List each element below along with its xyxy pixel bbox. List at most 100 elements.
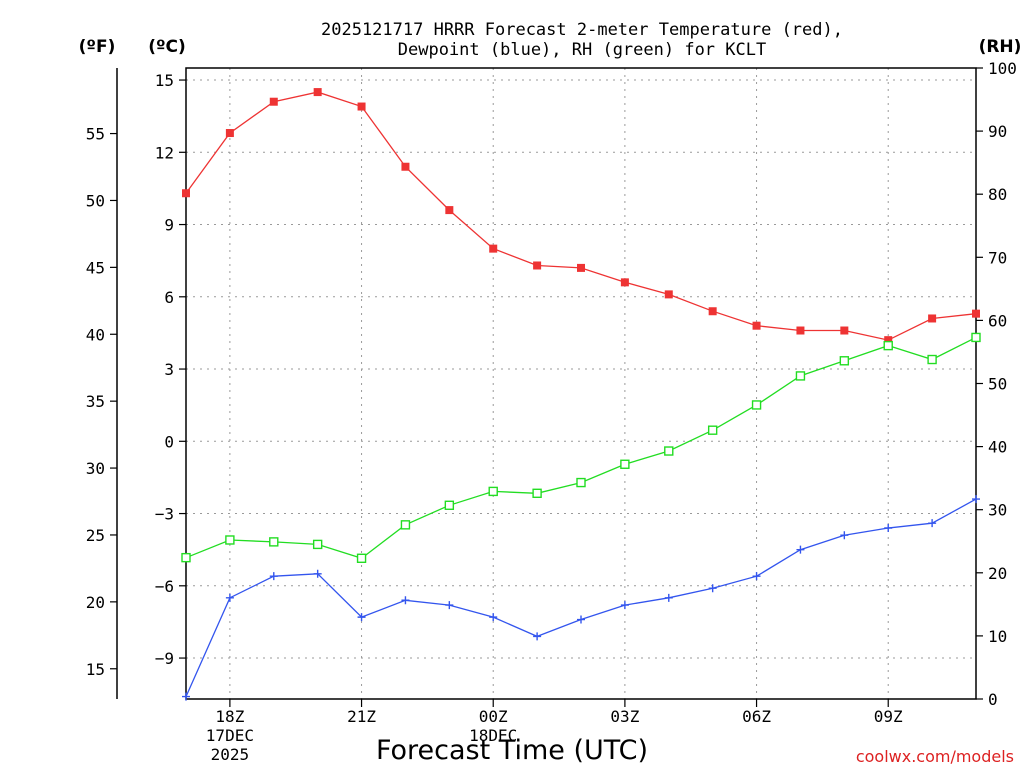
temperature-point — [357, 102, 366, 111]
dewpoint-point — [357, 613, 366, 622]
rh-point — [883, 340, 893, 351]
temperature-point — [225, 129, 234, 138]
temperature-point — [708, 307, 717, 316]
x-tick-label: 2025 — [211, 745, 250, 764]
celsius-tick-label: −3 — [155, 505, 174, 524]
dewpoint-point — [972, 495, 980, 504]
rh-tick-label: 90 — [988, 122, 1007, 141]
rh-point — [225, 535, 235, 545]
rh-tick-label: 70 — [988, 248, 1007, 267]
grid-lines — [186, 68, 976, 699]
rh-tick-label: 10 — [988, 627, 1007, 646]
plot-frame — [185, 67, 977, 700]
fahrenheit-tick-label: 45 — [86, 258, 105, 277]
rh-tick-label: 60 — [988, 311, 1007, 330]
x-tick-label: 06Z — [742, 707, 771, 726]
temperature-point — [269, 97, 278, 106]
fahrenheit-tick-label: 15 — [86, 660, 105, 679]
rh-point — [269, 537, 279, 547]
chart-title-line-2: Dewpoint (blue), RH (green) for KCLT — [398, 40, 766, 60]
temperature-point — [620, 278, 629, 287]
x-tick-label: 18Z — [215, 707, 244, 726]
series-line — [185, 336, 977, 560]
rh-point — [488, 486, 498, 497]
fahrenheit-tick-label: 50 — [86, 191, 105, 210]
temperature-point — [577, 263, 585, 272]
dewpoint-point — [269, 572, 278, 581]
celsius-tick-label: −9 — [155, 649, 174, 668]
dewpoint-point — [664, 593, 673, 602]
rh-point — [927, 354, 937, 365]
temperature-point — [840, 326, 849, 335]
fahrenheit-tick-label: 25 — [86, 526, 105, 545]
rh-point — [576, 477, 586, 488]
celsius-unit-label: (ºC) — [148, 37, 186, 57]
rh-point — [356, 553, 367, 563]
rh-point — [751, 400, 762, 410]
chart-title-line-1: 2025121717 HRRR Forecast 2-meter Tempera… — [321, 20, 843, 40]
celsius-tick-label: 3 — [164, 360, 174, 379]
temperature-point — [313, 88, 322, 97]
x-tick-label: 09Z — [874, 707, 903, 726]
rh-point — [532, 488, 542, 498]
dewpoint-point — [752, 572, 761, 581]
x-tick-label: 00Z — [479, 707, 508, 726]
celsius-tick-label: 6 — [164, 288, 174, 307]
rh-point — [400, 520, 411, 530]
x-tick-label: 03Z — [610, 707, 639, 726]
dewpoint-point — [401, 596, 410, 605]
data-series — [181, 88, 981, 701]
rh-point — [795, 371, 806, 381]
temperature-point — [752, 321, 761, 330]
fahrenheit-tick-label: 30 — [86, 459, 105, 478]
dewpoint-point — [533, 632, 542, 641]
temperature-point — [884, 336, 893, 345]
rh-point — [839, 356, 850, 366]
dewpoint-point — [840, 531, 849, 540]
dewpoint-point — [445, 601, 454, 610]
dewpoint-point — [884, 524, 893, 533]
rh-point — [707, 425, 718, 435]
rh-point — [444, 500, 455, 510]
temperature-point — [928, 314, 937, 323]
dewpoint-point — [225, 593, 234, 602]
axes: 15129630−3−6−955504540353025201510090807… — [86, 59, 1017, 764]
x-tick-label: 18DEC — [469, 726, 517, 745]
rh-tick-label: 100 — [988, 59, 1017, 78]
rh-tick-label: 40 — [988, 438, 1007, 457]
fahrenheit-tick-label: 40 — [86, 325, 105, 344]
rh-tick-label: 50 — [988, 375, 1007, 394]
rh-tick-label: 20 — [988, 564, 1007, 583]
temperature-point — [664, 290, 673, 299]
rh-tick-label: 0 — [988, 690, 998, 709]
dewpoint-point — [708, 584, 717, 593]
temperature-point — [182, 189, 190, 198]
temperature-point — [972, 309, 980, 318]
fahrenheit-tick-label: 20 — [86, 593, 105, 612]
temperature-point — [401, 162, 410, 171]
temperature-point — [489, 244, 498, 253]
rh-point — [620, 459, 630, 469]
celsius-tick-label: 9 — [164, 216, 174, 235]
temperature-point — [796, 326, 805, 335]
x-tick-label: 17DEC — [206, 726, 254, 745]
fahrenheit-tick-label: 55 — [86, 125, 105, 144]
celsius-tick-label: 0 — [164, 432, 174, 451]
dewpoint-point — [489, 613, 498, 622]
series-line — [185, 498, 977, 697]
fahrenheit-tick-label: 35 — [86, 392, 105, 411]
rh-tick-label: 80 — [988, 185, 1007, 204]
dewpoint-point — [313, 569, 322, 578]
rh-tick-label: 30 — [988, 501, 1007, 520]
rh-unit-label: (RH) — [979, 37, 1022, 57]
dewpoint-point — [182, 692, 190, 701]
celsius-tick-label: −6 — [155, 577, 174, 596]
rh-point — [664, 446, 674, 456]
rh-point — [971, 332, 981, 343]
source-credit: coolwx.com/models — [856, 747, 1014, 766]
celsius-tick-label: 12 — [155, 143, 174, 162]
fahrenheit-unit-label: (ºF) — [79, 37, 116, 57]
celsius-tick-label: 15 — [155, 71, 174, 90]
rh-point — [312, 539, 323, 550]
